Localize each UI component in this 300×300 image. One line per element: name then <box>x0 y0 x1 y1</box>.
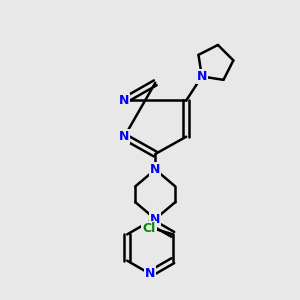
Text: N: N <box>197 70 207 83</box>
Text: N: N <box>150 163 160 176</box>
Text: N: N <box>119 94 130 107</box>
Text: Cl: Cl <box>142 222 156 235</box>
Text: N: N <box>119 130 130 143</box>
Text: N: N <box>150 212 160 226</box>
Text: N: N <box>145 267 155 280</box>
